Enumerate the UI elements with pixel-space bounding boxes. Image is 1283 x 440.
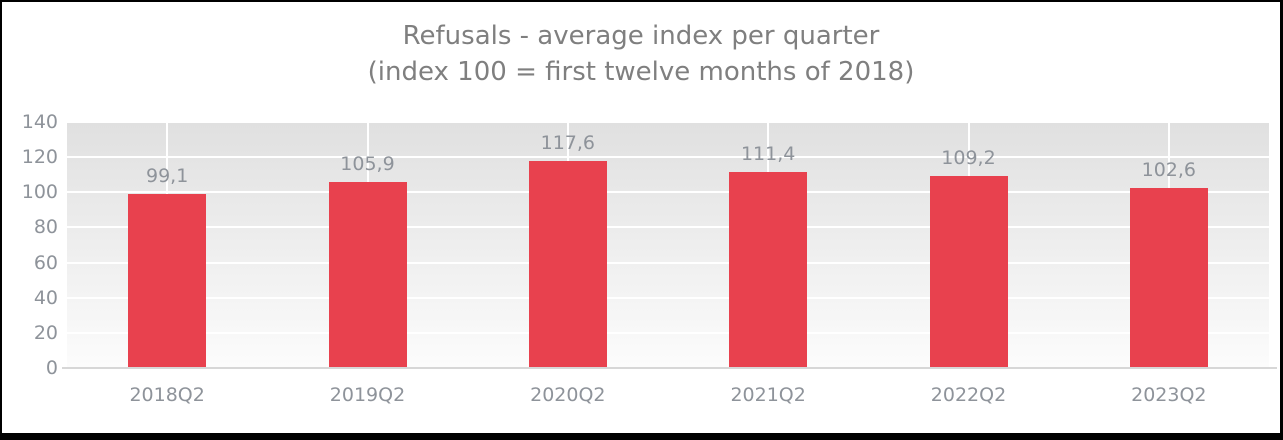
y-tick-label: 20	[33, 321, 58, 344]
bar	[328, 181, 407, 368]
plot-area: 99,1 105,9 117,6 111,4 109,2 102,6	[67, 121, 1269, 368]
h-gridline	[67, 226, 1269, 229]
x-tick-label: 2019Q2	[329, 384, 406, 406]
y-tick-label: 60	[33, 251, 58, 274]
bar-value-label: 99,1	[146, 164, 189, 187]
y-tick-label: 100	[21, 181, 58, 204]
x-axis-line	[62, 367, 1277, 369]
h-gridline	[67, 121, 1269, 123]
bar-value-label: 109,2	[941, 147, 996, 170]
y-tick-label: 40	[33, 286, 58, 309]
x-tick-label: 2021Q2	[730, 384, 806, 406]
y-tick-label: 80	[33, 216, 58, 239]
bar	[128, 193, 207, 368]
x-tick-label: 2018Q2	[129, 384, 205, 406]
chart-title: Refusals - average index per quarter	[402, 21, 880, 51]
h-gridline	[67, 296, 1269, 299]
y-tick-label: 0	[45, 357, 58, 379]
x-axis: 2018Q2 2019Q2 2020Q2 2021Q2 2022Q2 2023Q2	[67, 383, 1269, 413]
bar	[929, 176, 1008, 368]
h-gridline	[67, 331, 1269, 334]
h-gridline	[67, 191, 1269, 194]
bar-value-label: 111,4	[740, 143, 796, 166]
bar	[528, 161, 607, 368]
x-tick-label: 2020Q2	[530, 384, 606, 406]
y-tick-label: 140	[21, 111, 58, 133]
chart-subtitle: (index 100 = first twelve months of 2018…	[367, 57, 915, 87]
h-gridline	[67, 261, 1269, 264]
bar-value-label: 105,9	[340, 152, 395, 175]
bar-value-label: 102,6	[1141, 158, 1197, 181]
bar	[729, 172, 808, 368]
bar	[1129, 187, 1208, 368]
x-tick-label: 2022Q2	[930, 384, 1007, 406]
x-tick-label: 2023Q2	[1131, 384, 1207, 406]
y-tick-label: 120	[21, 146, 58, 169]
chart-title-block: Refusals - average index per quarter (in…	[2, 18, 1280, 90]
bar-value-label: 117,6	[540, 132, 596, 155]
h-gridline	[67, 156, 1269, 159]
